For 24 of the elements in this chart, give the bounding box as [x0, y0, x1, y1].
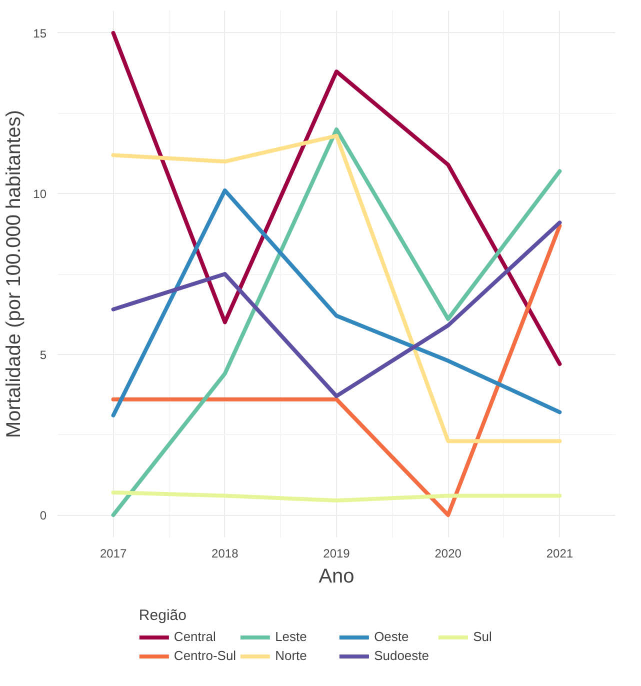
line-series	[111, 220, 562, 398]
x-tick-label: 2019	[323, 546, 350, 560]
legend-label: Sudoeste	[374, 648, 430, 663]
y-axis-title: Mortalidade (por 100.000 habitantes)	[3, 110, 26, 438]
legend-label: Sul	[473, 629, 493, 644]
legend-label: Leste	[275, 629, 308, 644]
y-tick-label: 5	[40, 348, 47, 362]
x-tick-label: 2018	[212, 546, 239, 560]
x-axis-title: Ano	[318, 566, 354, 588]
line-series	[111, 30, 562, 366]
x-tick-label: 2021	[546, 546, 574, 560]
line-series	[111, 134, 562, 444]
legend-label: Centro-Sul	[174, 648, 236, 663]
x-tick-label: 2017	[100, 546, 127, 560]
y-tick-label: 15	[33, 26, 47, 40]
legend-label: Norte	[275, 648, 308, 663]
x-tick-label: 2020	[434, 546, 462, 560]
line-series	[111, 127, 562, 518]
legend-label: Oeste	[374, 629, 410, 644]
y-tick-label: 0	[40, 508, 47, 523]
line-series	[111, 188, 562, 418]
legend-label: Central	[174, 629, 217, 644]
y-tick-label: 10	[33, 187, 47, 202]
legend-title: Região	[138, 607, 188, 624]
